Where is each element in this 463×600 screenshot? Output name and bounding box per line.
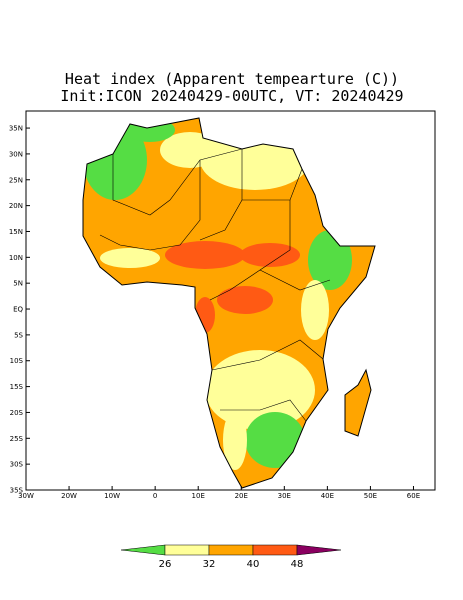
colorbar: 26 32 40 48: [120, 544, 342, 570]
lon-tick-label: 10W: [104, 492, 120, 500]
lat-tick-label: 25S: [10, 435, 24, 443]
lon-tick-label: 20E: [235, 492, 248, 500]
lat-tick-label: 10S: [10, 357, 24, 365]
colorbar-label: 26: [159, 559, 172, 570]
lat-tick-label: 20N: [9, 202, 23, 210]
lat-tick-label: EQ: [13, 306, 23, 314]
lat-tick-label: 20S: [10, 409, 24, 417]
lon-tick-label: 20W: [61, 492, 77, 500]
lat-tick-label: 35N: [9, 125, 23, 133]
lat-tick-label: 5S: [14, 331, 23, 339]
lon-tick-label: 50E: [364, 492, 377, 500]
lat-tick-label: 30S: [10, 461, 24, 469]
colorbar-over: [296, 544, 342, 556]
borders: [99, 148, 331, 422]
colorbar-under: [120, 544, 166, 556]
lon-tick-label: 40E: [321, 492, 334, 500]
lon-tick-label: 0: [153, 492, 157, 500]
madagascar: [344, 368, 372, 437]
colorbar-label: 48: [291, 559, 304, 570]
lat-tick-label: 35S: [10, 487, 24, 495]
colorbar-segment: [208, 544, 254, 556]
colorbar-segment: [252, 544, 298, 556]
lat-tick-label: 15S: [10, 383, 24, 391]
lat-tick-label: 5N: [13, 280, 23, 288]
lat-tick-label: 15N: [9, 228, 23, 236]
lon-tick-label: 10E: [192, 492, 205, 500]
lat-tick-label: 30N: [9, 150, 23, 158]
colorbar-label: 40: [247, 559, 260, 570]
axis-ticks: 30W 20W 10W 0 10E 20E 30E 40E 50E 60E 35N 30N 25N 20N…: [9, 125, 420, 500]
lon-tick-label: 30W: [18, 492, 34, 500]
colorbar-segment: [164, 544, 210, 556]
lat-tick-label: 10N: [9, 254, 23, 262]
lat-tick-label: 25N: [9, 176, 23, 184]
lon-tick-label: 30E: [278, 492, 291, 500]
map-title: Heat index (Apparent tempearture (C)): [65, 70, 399, 88]
map-subtitle: Init:ICON 20240429-00UTC, VT: 20240429: [60, 87, 403, 105]
colorbar-label: 32: [203, 559, 216, 570]
lon-tick-label: 60E: [407, 492, 420, 500]
